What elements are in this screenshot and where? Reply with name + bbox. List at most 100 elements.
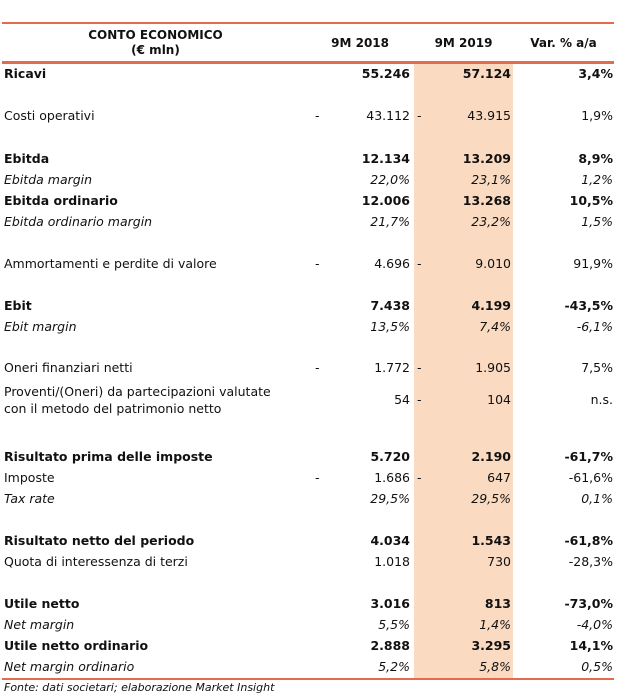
negative-sign: - bbox=[315, 470, 320, 485]
highlight-column-9m-2019 bbox=[414, 62, 513, 678]
row-label: Oneri finanziari netti bbox=[4, 360, 133, 375]
value-variation: -61,8% bbox=[564, 533, 613, 548]
column-header-var: Var. % a/a bbox=[530, 36, 597, 50]
row-label-line2: con il metodo del patrimonio netto bbox=[4, 401, 222, 416]
negative-sign: - bbox=[315, 108, 320, 123]
negative-sign: - bbox=[315, 360, 320, 375]
table-row: Proventi/(Oneri) da partecipazioni valut… bbox=[2, 382, 614, 418]
value-variation: -4,0% bbox=[576, 617, 613, 632]
table-row: Costi operativi - 43.112 - 43.915 1,9% bbox=[2, 105, 614, 126]
table-row: Ebitda ordinario 12.006 13.268 10,5% bbox=[2, 190, 614, 211]
row-label: Proventi/(Oneri) da partecipazioni valut… bbox=[4, 383, 271, 417]
value-variation: -61,6% bbox=[568, 470, 613, 485]
row-label: Utile netto ordinario bbox=[4, 638, 149, 653]
negative-sign: - bbox=[417, 392, 422, 407]
value-9m-2019: 730 bbox=[487, 554, 511, 569]
value-9m-2018: 4.034 bbox=[370, 533, 410, 548]
table-row: Ebit 7.438 4.199 -43,5% bbox=[2, 295, 614, 316]
table-row: Ammortamenti e perdite di valore - 4.696… bbox=[2, 253, 614, 274]
column-header-9m-2018: 9M 2018 bbox=[331, 36, 389, 50]
value-9m-2018: 3.016 bbox=[370, 596, 410, 611]
value-variation: 8,9% bbox=[578, 151, 613, 166]
value-9m-2018: 1.018 bbox=[374, 554, 410, 569]
value-9m-2019: 104 bbox=[487, 392, 511, 407]
table-row: Net margin ordinario 5,2% 5,8% 0,5% bbox=[2, 656, 614, 677]
value-variation: 3,4% bbox=[578, 66, 613, 81]
value-9m-2018: 21,7% bbox=[370, 214, 410, 229]
table-row: Risultato netto del periodo 4.034 1.543 … bbox=[2, 530, 614, 551]
value-9m-2018: 1.686 bbox=[374, 470, 410, 485]
value-9m-2019: 4.199 bbox=[471, 298, 511, 313]
value-9m-2018: 5,5% bbox=[378, 617, 410, 632]
table-row: Ebitda 12.134 13.209 8,9% bbox=[2, 148, 614, 169]
negative-sign: - bbox=[417, 470, 422, 485]
negative-sign: - bbox=[417, 108, 422, 123]
value-9m-2019: 13.268 bbox=[462, 193, 511, 208]
value-9m-2018: 5.720 bbox=[370, 449, 410, 464]
header-rule bbox=[2, 61, 614, 64]
value-variation: -61,7% bbox=[564, 449, 613, 464]
value-9m-2018: 43.112 bbox=[366, 108, 410, 123]
value-9m-2019: 13.209 bbox=[462, 151, 511, 166]
row-label: Risultato netto del periodo bbox=[4, 533, 195, 548]
value-9m-2019: 3.295 bbox=[471, 638, 511, 653]
value-variation: -43,5% bbox=[564, 298, 613, 313]
row-label-line1: Proventi/(Oneri) da partecipazioni valut… bbox=[4, 384, 271, 399]
row-label: Imposte bbox=[4, 470, 55, 485]
value-variation: 10,5% bbox=[569, 193, 613, 208]
value-variation: 1,2% bbox=[581, 172, 613, 187]
table-row: Ebitda margin 22,0% 23,1% 1,2% bbox=[2, 169, 614, 190]
value-9m-2019: 23,2% bbox=[471, 214, 511, 229]
value-9m-2019: 29,5% bbox=[471, 491, 511, 506]
table-top-rule bbox=[2, 22, 614, 24]
value-9m-2018: 12.006 bbox=[361, 193, 410, 208]
row-label: Ebit margin bbox=[4, 319, 77, 334]
value-9m-2019: 813 bbox=[484, 596, 511, 611]
value-9m-2019: 5,8% bbox=[479, 659, 511, 674]
row-label: Net margin bbox=[4, 617, 75, 632]
table-row: Risultato prima delle imposte 5.720 2.19… bbox=[2, 446, 614, 467]
column-header-9m-2019: 9M 2019 bbox=[434, 36, 493, 50]
value-variation: 1,9% bbox=[581, 108, 613, 123]
value-variation: 0,5% bbox=[581, 659, 613, 674]
value-variation: 1,5% bbox=[581, 214, 613, 229]
value-variation: -6,1% bbox=[576, 319, 613, 334]
value-variation: 0,1% bbox=[581, 491, 613, 506]
value-variation: -28,3% bbox=[568, 554, 613, 569]
row-label: Ricavi bbox=[4, 66, 47, 81]
value-9m-2018: 4.696 bbox=[374, 256, 410, 271]
row-label: Net margin ordinario bbox=[4, 659, 135, 674]
row-label: Tax rate bbox=[4, 491, 55, 506]
value-9m-2019: 57.124 bbox=[462, 66, 511, 81]
row-label: Ebitda ordinario margin bbox=[4, 214, 153, 229]
row-label: Ammortamenti e perdite di valore bbox=[4, 256, 217, 271]
value-variation: 14,1% bbox=[569, 638, 613, 653]
table-row: Net margin 5,5% 1,4% -4,0% bbox=[2, 614, 614, 635]
row-label: Ebit bbox=[4, 298, 32, 313]
row-label: Ebitda bbox=[4, 151, 50, 166]
table-bottom-rule bbox=[2, 678, 614, 680]
value-9m-2019: 43.915 bbox=[467, 108, 511, 123]
value-9m-2018: 2.888 bbox=[370, 638, 410, 653]
value-9m-2018: 12.134 bbox=[361, 151, 410, 166]
table-row: Oneri finanziari netti - 1.772 - 1.905 7… bbox=[2, 357, 614, 378]
value-9m-2019: 1,4% bbox=[479, 617, 511, 632]
row-label: Ebitda ordinario bbox=[4, 193, 118, 208]
value-9m-2018: 5,2% bbox=[378, 659, 410, 674]
value-9m-2018: 29,5% bbox=[370, 491, 410, 506]
negative-sign: - bbox=[417, 256, 422, 271]
table-title-line1: CONTO ECONOMICO bbox=[88, 28, 223, 42]
source-footnote: Fonte: dati societari; elaborazione Mark… bbox=[4, 681, 275, 694]
value-variation: 7,5% bbox=[581, 360, 613, 375]
row-label: Costi operativi bbox=[4, 108, 95, 123]
negative-sign: - bbox=[315, 256, 320, 271]
table-row: Ebitda ordinario margin 21,7% 23,2% 1,5% bbox=[2, 211, 614, 232]
value-9m-2019: 1.905 bbox=[475, 360, 511, 375]
value-9m-2019: 647 bbox=[487, 470, 511, 485]
table-row: Imposte - 1.686 - 647 -61,6% bbox=[2, 467, 614, 488]
row-label: Ebitda margin bbox=[4, 172, 93, 187]
value-variation: 91,9% bbox=[573, 256, 613, 271]
table-row: Ricavi 55.246 57.124 3,4% bbox=[2, 63, 614, 84]
value-9m-2019: 9.010 bbox=[475, 256, 511, 271]
value-9m-2018: 1.772 bbox=[374, 360, 410, 375]
